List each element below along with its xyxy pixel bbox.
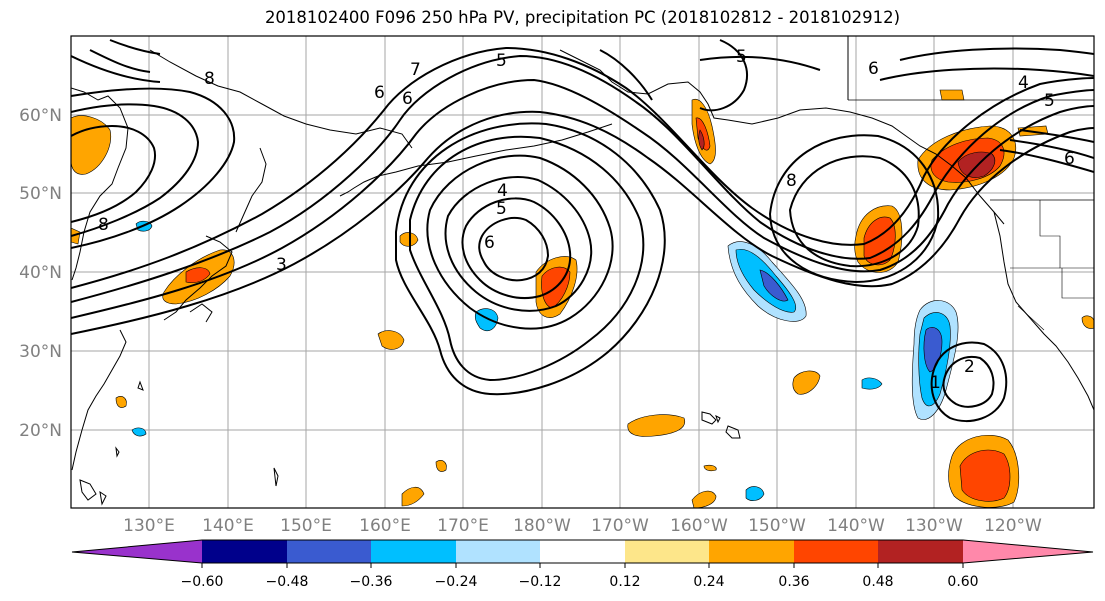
contour-label: 5 [496, 51, 507, 71]
lon-label: 130°E [123, 516, 175, 536]
colorbar-segment-3 [371, 540, 456, 563]
colorbar-tick-label: 0.60 [947, 574, 978, 590]
colorbar-tick-label: −0.60 [181, 574, 224, 590]
colorbar-segment-7 [709, 540, 794, 563]
lat-label: 60°N [19, 106, 62, 126]
lon-label: 120°W [984, 516, 1042, 536]
lat-label: 50°N [19, 184, 62, 204]
colorbar-segment-8 [794, 540, 878, 563]
colorbar-segment-10 [963, 540, 1093, 563]
lon-label: 170°W [591, 516, 649, 536]
contour-label: 6 [1064, 149, 1075, 169]
pv-contours [71, 39, 1094, 423]
map-title: 2018102400 F096 250 hPa PV, precipitatio… [264, 8, 901, 27]
contour-label: 5 [736, 47, 747, 67]
contour-label: 6 [402, 89, 413, 109]
colorbar-tick-label: 0.12 [609, 574, 640, 590]
colorbar-segment-9 [878, 540, 963, 563]
colorbar-segment-5 [540, 540, 625, 563]
colorbar-segment-4 [456, 540, 540, 563]
longitude-labels: 130°E 140°E 150°E 160°E 170°E 180°W 170°… [123, 516, 1042, 536]
lon-label: 160°W [670, 516, 728, 536]
precipitation-shading [71, 89, 1094, 508]
colorbar-tick-label: −0.48 [266, 574, 309, 590]
contour-label: 2 [964, 357, 975, 377]
lon-label: 140°W [827, 516, 885, 536]
contour-label: 6 [484, 233, 495, 253]
contour-label: 7 [410, 60, 421, 80]
contour-label: 8 [98, 215, 109, 235]
colorbar-segment-1 [202, 540, 287, 563]
contour-label: 5 [1044, 91, 1055, 111]
coastlines [71, 36, 1094, 506]
colorbar-tick-label: −0.36 [350, 574, 393, 590]
contour-label: 8 [204, 69, 215, 89]
latitude-labels: 60°N 50°N 40°N 30°N 20°N [19, 106, 62, 441]
map-frame [70, 35, 1095, 509]
lat-label: 30°N [19, 342, 62, 362]
contour-label: 8 [786, 171, 797, 191]
colorbar-segment-0 [72, 540, 202, 563]
contour-label: 1 [930, 373, 941, 393]
colorbar: −0.60 −0.48 −0.36 −0.24 −0.12 0.12 0.24 … [71, 539, 1094, 590]
lon-label: 150°W [748, 516, 806, 536]
lon-label: 150°E [280, 516, 332, 536]
contour-label: 4 [1018, 73, 1029, 93]
contour-label: 5 [496, 199, 507, 219]
colorbar-segment-2 [287, 540, 371, 563]
colorbar-tick-label: 0.48 [862, 574, 893, 590]
lon-label: 170°E [437, 516, 489, 536]
contour-label: 4 [497, 181, 508, 201]
lon-label: 160°E [359, 516, 411, 536]
colorbar-tick-label: −0.24 [435, 574, 478, 590]
contour-label: 3 [276, 255, 287, 275]
lon-label: 180°W [513, 516, 571, 536]
colorbar-tick-label: −0.12 [519, 574, 562, 590]
lat-label: 20°N [19, 421, 62, 441]
colorbar-tick-label: 0.36 [778, 574, 809, 590]
colorbar-segment-6 [625, 540, 709, 563]
contour-label: 6 [374, 83, 385, 103]
pv-contour-labels: 7 5 5 6 8 6 6 4 5 6 8 3 4 5 6 8 2 1 [98, 47, 1075, 393]
colorbar-tick-label: 0.24 [693, 574, 724, 590]
lon-label: 140°E [202, 516, 254, 536]
lat-label: 40°N [19, 263, 62, 283]
lon-label: 130°W [905, 516, 963, 536]
contour-label: 6 [868, 59, 879, 79]
